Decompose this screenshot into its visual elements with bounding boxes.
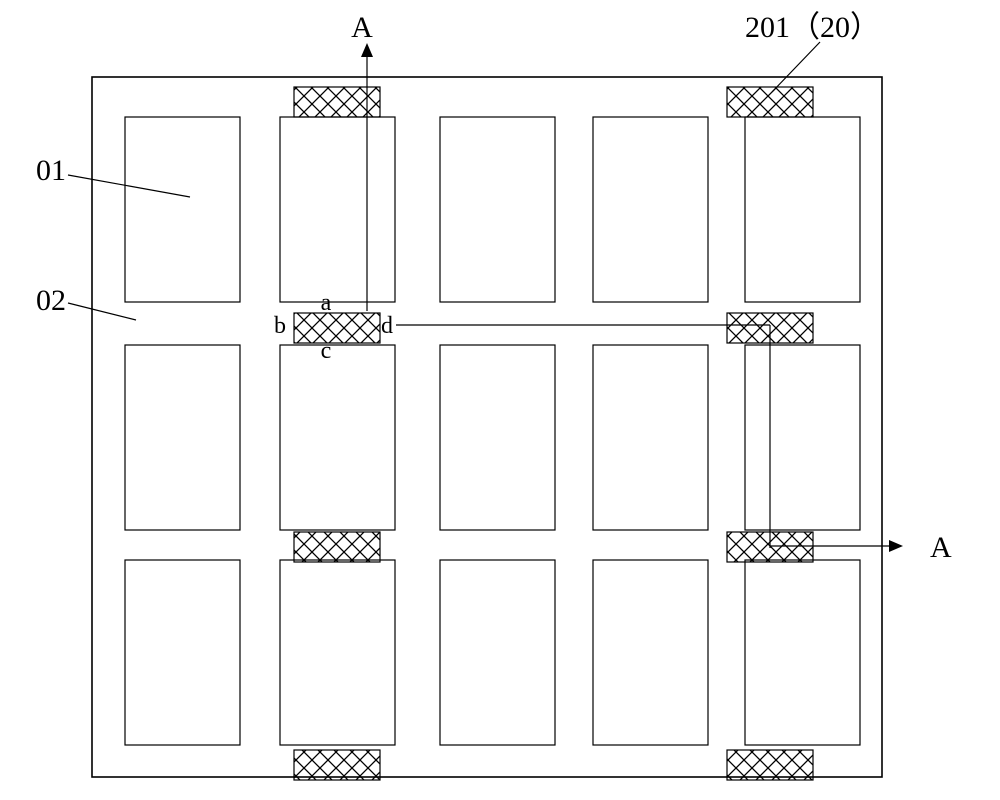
hatch-rect	[294, 750, 380, 780]
leader-ref_01	[68, 175, 190, 197]
label-b: b	[274, 313, 286, 339]
grid-cell	[593, 560, 708, 745]
label-02: 02	[36, 284, 66, 317]
leader-ref_02	[68, 303, 136, 320]
grid-cell	[745, 345, 860, 530]
leader-ref_201	[772, 42, 820, 92]
hatch-rect	[727, 750, 813, 780]
label-d: d	[381, 313, 393, 339]
grid-cell	[440, 117, 555, 302]
grid-cell	[280, 560, 395, 745]
label-A-right: A	[930, 531, 952, 564]
grid-cell	[280, 345, 395, 530]
label-a: a	[321, 290, 332, 316]
grid-cell	[440, 345, 555, 530]
label-01: 01	[36, 154, 66, 187]
label-A-top: A	[351, 11, 373, 44]
label-201: 201（20）	[745, 11, 880, 44]
grid-cell	[280, 117, 395, 302]
grid-cell	[593, 345, 708, 530]
grid-cell	[125, 345, 240, 530]
grid-cell	[745, 117, 860, 302]
label-c: c	[321, 338, 332, 364]
grid-cell	[125, 560, 240, 745]
outer-frame	[92, 77, 882, 777]
grid-cell	[593, 117, 708, 302]
grid-cell	[440, 560, 555, 745]
grid-cell	[125, 117, 240, 302]
hatch-rect	[294, 313, 380, 343]
hatch-rect	[294, 532, 380, 562]
section-arrow-right	[889, 540, 903, 552]
section-arrow-up	[361, 43, 373, 57]
hatch-rect	[727, 87, 813, 117]
grid-cell	[745, 560, 860, 745]
